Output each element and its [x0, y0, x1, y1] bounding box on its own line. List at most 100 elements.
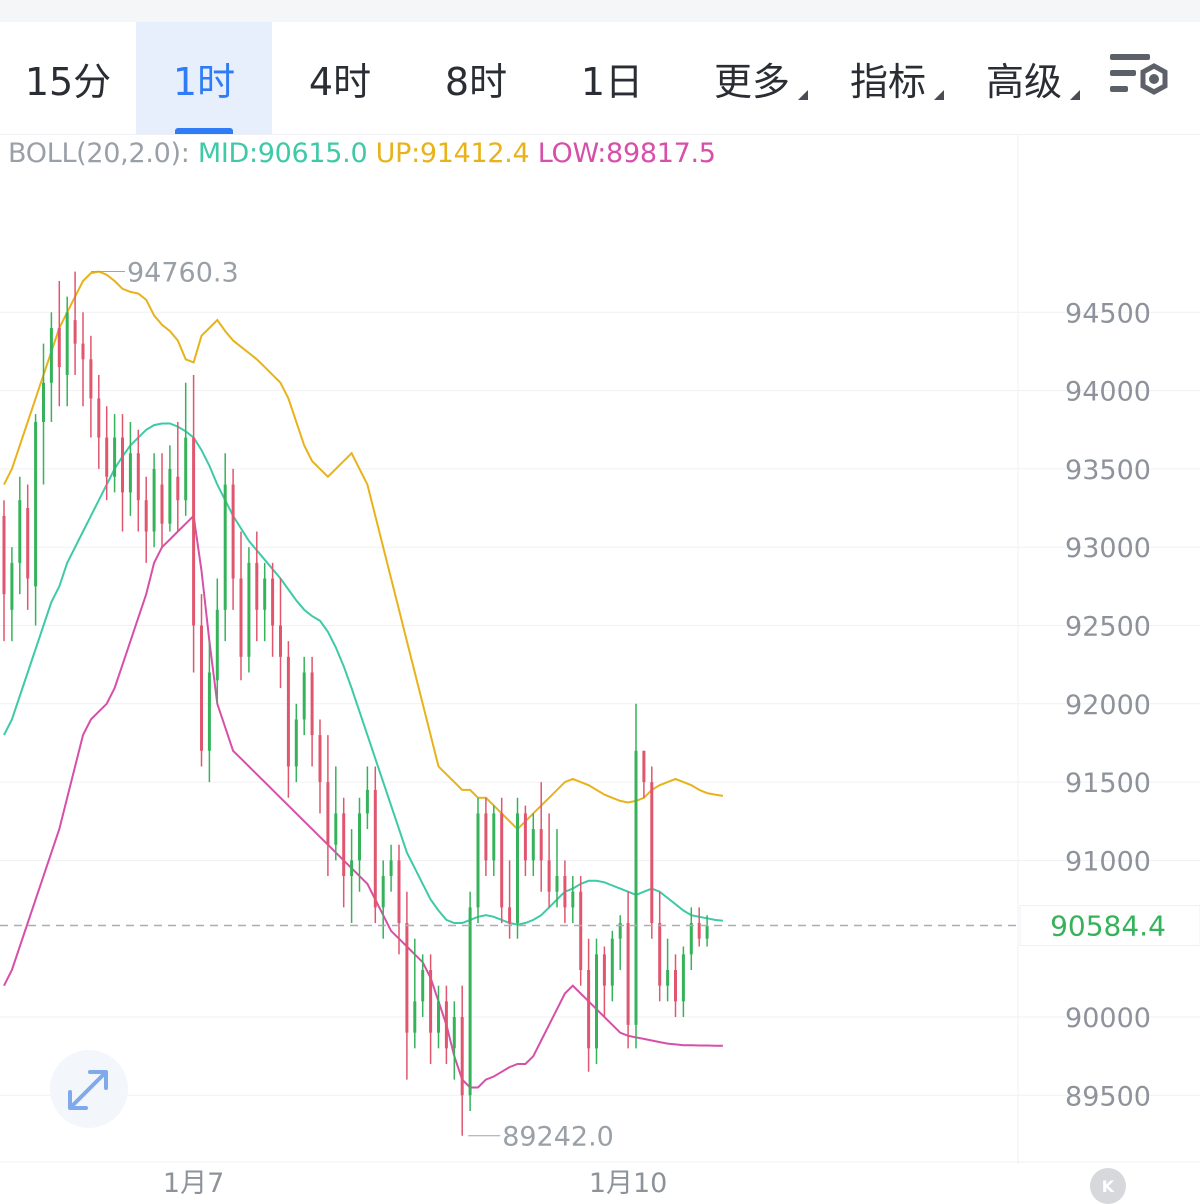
- tab-label: 指标: [849, 59, 926, 104]
- y-tick-label: 90000: [1065, 1003, 1151, 1034]
- current-price-tag: [1019, 904, 1200, 946]
- y-tick-label: 91000: [1065, 846, 1151, 877]
- tab-label: 高级: [985, 59, 1062, 104]
- boll-name: BOLL(20,2.0):: [8, 138, 190, 169]
- candle-body: [563, 876, 567, 908]
- candle-body: [492, 813, 496, 861]
- candle-body: [405, 923, 409, 1033]
- candle-body: [286, 656, 290, 767]
- tab-label: 8时: [444, 59, 508, 104]
- candle-body: [200, 625, 203, 751]
- candle-body: [373, 789, 377, 908]
- candle-body: [271, 578, 275, 626]
- boll-mid-line: [3, 422, 724, 926]
- x-tick-label: 1月7: [163, 1168, 224, 1198]
- candle-body: [310, 672, 314, 736]
- tab-advanced[interactable]: 高级: [968, 22, 1080, 134]
- candle-body: [413, 1001, 417, 1033]
- candle-body: [571, 891, 575, 908]
- expand-icon: [68, 1070, 108, 1110]
- timeframe-tab-bar: 15分 1时 4时 8时 1日 更多 指标 高级: [0, 22, 1200, 135]
- candle-body: [539, 829, 543, 861]
- tab-more[interactable]: 更多: [696, 22, 808, 134]
- candle-body: [302, 672, 306, 720]
- candle-body: [49, 327, 53, 383]
- y-tick-label: 89500: [1065, 1081, 1151, 1112]
- tab-indicators[interactable]: 指标: [832, 22, 944, 134]
- candle-body: [223, 484, 227, 610]
- candle-body: [105, 437, 109, 477]
- candle-body: [523, 813, 527, 861]
- tab-label: 1时: [172, 59, 236, 104]
- candlestick-chart[interactable]: 94500 94000 93500 93000 92500 92000 91500 91000…: [0, 134, 1200, 1198]
- candle-body: [602, 954, 606, 986]
- candle-body: [136, 453, 140, 501]
- candle-body: [650, 782, 654, 924]
- candle-body: [429, 970, 433, 1033]
- candle-body: [215, 609, 219, 681]
- tab-15m[interactable]: 15分: [0, 22, 136, 134]
- dropdown-corner-icon: [798, 90, 808, 100]
- tab-label: 1日: [580, 59, 644, 104]
- candle-body: [397, 860, 401, 924]
- tab-4h[interactable]: 4时: [272, 22, 408, 134]
- tab-label: 更多: [713, 59, 790, 104]
- candle-body: [555, 876, 559, 892]
- candle-body: [184, 437, 188, 501]
- chart-settings-icon[interactable]: [1108, 50, 1174, 106]
- high-marker-label: 94760.3: [127, 258, 239, 289]
- candle-body: [113, 437, 117, 477]
- tab-1h[interactable]: 1时: [136, 22, 272, 134]
- y-tick-label: 94000: [1065, 377, 1151, 408]
- fullscreen-button[interactable]: [50, 1050, 128, 1128]
- y-tick-label: 91500: [1065, 768, 1151, 799]
- candle-body: [89, 359, 93, 399]
- candle-body: [618, 923, 622, 939]
- y-tick-label: 93000: [1065, 533, 1151, 564]
- candle-body: [610, 938, 614, 986]
- candle-body: [342, 813, 346, 877]
- candle-body: [444, 1001, 448, 1049]
- candle-body: [231, 484, 235, 579]
- candle-body: [358, 813, 361, 861]
- dropdown-corner-icon: [934, 90, 944, 100]
- candle-body: [365, 789, 369, 814]
- tab-label: 4时: [308, 59, 372, 104]
- candle-body: [642, 750, 646, 783]
- boll-mid-value: MID:90615.0: [197, 138, 368, 169]
- candle-body: [160, 484, 164, 524]
- candle-body: [18, 500, 22, 563]
- candle-body: [484, 813, 488, 861]
- tab-1d[interactable]: 1日: [544, 22, 680, 134]
- candle-body: [658, 923, 662, 986]
- kline-logo-icon[interactable]: K: [1090, 1168, 1126, 1204]
- candle-body: [626, 923, 630, 1025]
- tab-8h[interactable]: 8时: [408, 22, 544, 134]
- candle-body: [152, 468, 156, 532]
- candle-body: [239, 578, 243, 657]
- candle-body: [468, 907, 472, 1096]
- candle-body: [168, 468, 172, 524]
- candle-body: [460, 1017, 464, 1096]
- candle-body: [634, 750, 638, 1025]
- boll-low-line: [3, 513, 723, 1089]
- candle-body: [689, 923, 693, 955]
- candle-body: [81, 343, 85, 360]
- candle-body: [500, 813, 504, 908]
- candle-body: [144, 500, 148, 532]
- candle-body: [176, 476, 180, 501]
- candle-body: [681, 954, 685, 1002]
- candle-body: [65, 312, 69, 375]
- candle-body: [73, 320, 77, 344]
- candle-body: [579, 891, 583, 971]
- candle-body: [705, 925, 709, 939]
- y-tick-label: 94500: [1065, 298, 1151, 329]
- candle-body: [294, 719, 298, 767]
- candle-body: [279, 625, 282, 657]
- candle-body: [10, 562, 14, 610]
- candle-body: [247, 562, 251, 657]
- candle-body: [2, 515, 6, 595]
- candle-body: [674, 970, 677, 1002]
- boll-low-value: LOW:89817.5: [537, 138, 716, 169]
- status-strip: [0, 0, 1200, 22]
